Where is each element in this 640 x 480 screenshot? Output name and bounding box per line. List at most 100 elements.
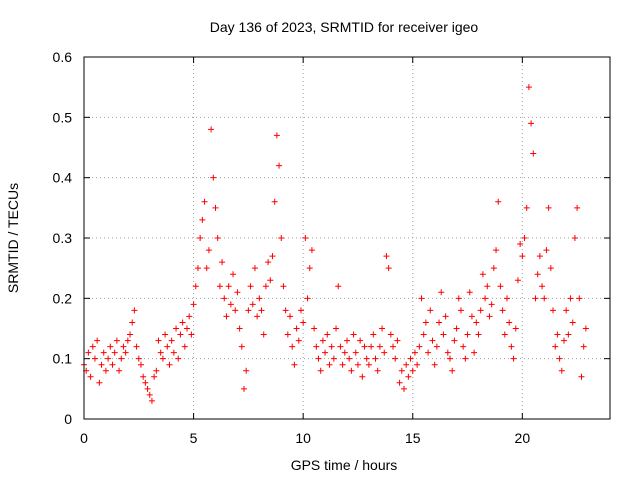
data-point <box>273 132 280 139</box>
data-point <box>260 331 267 338</box>
data-point <box>425 349 432 356</box>
data-point <box>519 253 526 260</box>
data-point <box>457 307 464 314</box>
data-point <box>208 126 215 133</box>
data-point <box>326 361 333 368</box>
data-point <box>179 319 186 326</box>
data-point <box>278 235 285 241</box>
data-point <box>563 307 570 314</box>
data-point <box>490 265 497 272</box>
data-point <box>192 283 199 290</box>
data-point <box>219 259 226 266</box>
data-point <box>497 283 504 290</box>
data-point <box>523 204 530 211</box>
data-point <box>409 367 416 374</box>
data-point <box>374 367 381 374</box>
data-point <box>96 379 103 386</box>
data-point <box>363 355 370 362</box>
data-point <box>162 331 169 338</box>
x-tick-label: 0 <box>80 430 88 446</box>
data-point <box>521 235 528 241</box>
data-point <box>436 319 443 326</box>
x-tick-label: 20 <box>515 430 531 446</box>
data-point <box>262 283 269 290</box>
data-point <box>398 367 405 374</box>
data-point <box>258 307 265 314</box>
data-point <box>464 331 471 338</box>
data-point <box>543 247 550 254</box>
data-point <box>440 331 447 338</box>
data-point <box>442 313 449 320</box>
data-point <box>168 337 175 344</box>
data-point <box>133 343 140 350</box>
data-point <box>238 343 245 350</box>
data-point <box>328 343 335 350</box>
data-point <box>107 343 114 350</box>
data-point <box>495 198 502 205</box>
data-point <box>194 265 201 272</box>
data-point <box>447 355 454 362</box>
data-point <box>201 198 208 205</box>
data-point <box>105 355 112 362</box>
data-point <box>488 301 495 308</box>
data-point <box>466 289 473 296</box>
data-point <box>482 295 489 302</box>
data-point <box>468 313 475 320</box>
data-point <box>569 319 576 326</box>
data-point <box>282 307 289 314</box>
data-point <box>164 343 171 350</box>
data-point <box>453 325 460 332</box>
y-tick-label: 0.3 <box>53 230 73 246</box>
x-tick-label: 5 <box>190 430 198 446</box>
data-point <box>582 325 589 332</box>
data-point <box>547 265 554 272</box>
data-point <box>254 313 261 320</box>
data-point <box>400 385 407 392</box>
data-point <box>565 331 572 338</box>
data-point <box>558 367 565 374</box>
data-point <box>530 150 537 157</box>
data-point <box>177 331 184 338</box>
data-points <box>81 84 589 404</box>
data-point <box>148 397 155 404</box>
data-point <box>484 283 491 290</box>
data-point <box>574 204 581 211</box>
data-point <box>284 331 291 338</box>
data-point <box>365 361 372 368</box>
data-point <box>486 313 493 320</box>
data-point <box>528 120 535 127</box>
y-tick-label: 0 <box>64 411 72 427</box>
data-point <box>372 355 379 362</box>
data-point <box>534 271 541 278</box>
data-point <box>203 265 210 272</box>
data-point <box>225 283 232 290</box>
data-point <box>368 343 375 350</box>
data-point <box>109 361 116 368</box>
data-point <box>184 325 191 332</box>
data-point <box>300 319 307 326</box>
data-point <box>376 343 383 350</box>
data-point <box>541 295 548 302</box>
data-point <box>124 337 131 344</box>
data-point <box>223 313 230 320</box>
data-point <box>205 247 212 254</box>
data-point <box>137 361 144 368</box>
data-point <box>291 361 298 368</box>
data-point <box>146 391 153 398</box>
data-point <box>155 337 162 344</box>
data-point <box>306 265 313 272</box>
data-point <box>427 307 434 314</box>
data-point <box>311 325 318 332</box>
data-point <box>212 204 219 211</box>
data-point <box>545 204 552 211</box>
data-point <box>293 325 300 332</box>
data-point <box>407 355 414 362</box>
data-point <box>236 325 243 332</box>
axis-ticks <box>83 56 610 420</box>
data-point <box>276 162 283 169</box>
chart-title: Day 136 of 2023, SRMTID for receiver ige… <box>210 19 479 35</box>
data-point <box>302 235 309 241</box>
data-point <box>539 283 546 290</box>
data-point <box>190 301 197 308</box>
data-point <box>221 295 228 302</box>
